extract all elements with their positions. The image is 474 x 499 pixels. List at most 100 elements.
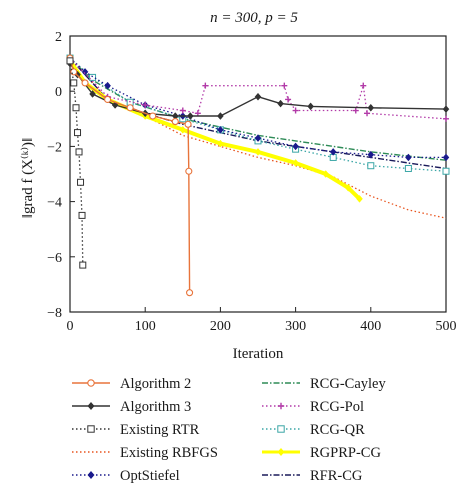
data-point-rcg-qr	[89, 73, 97, 81]
series-rcg-pol	[67, 55, 449, 122]
legend-swatch-marker	[277, 447, 285, 457]
data-point-rcg-pol	[292, 107, 299, 114]
legend-label: Existing RBFGS	[120, 445, 218, 461]
data-point-algorithm-2	[81, 79, 89, 87]
x-tick-label: 100	[135, 319, 156, 334]
plot-border	[69, 35, 447, 313]
data-point-algorithm-2	[184, 120, 192, 128]
data-point-existing-rtr	[72, 104, 80, 112]
series-existing-rtr	[66, 57, 87, 269]
data-point-rgprp-cg	[217, 139, 224, 148]
legend-label: Algorithm 2	[120, 376, 191, 392]
legend-label: OptStiefel	[120, 468, 180, 484]
legend-swatch-marker	[87, 401, 95, 411]
series-rgprp-cg	[66, 56, 363, 203]
x-tick-label: 400	[360, 319, 381, 334]
series-line-rcg-cayley	[69, 57, 447, 161]
legend-item-rcg-qr: RCG-QR	[262, 422, 365, 438]
legend-swatch-marker	[87, 379, 95, 387]
legend-item-existing-rtr: Existing RTR	[72, 422, 200, 438]
x-tick-label: 500	[436, 319, 457, 334]
data-point-algorithm-2	[126, 104, 134, 112]
plot-area	[69, 35, 447, 313]
data-point-optstiefel	[367, 150, 375, 159]
legend-label: RCG-Cayley	[310, 376, 386, 392]
series-rcg-cayley	[69, 57, 447, 161]
data-point-rcg-pol	[194, 110, 201, 117]
data-point-algorithm-3	[89, 90, 96, 98]
data-point-rgprp-cg	[356, 194, 363, 203]
x-axis-label: Iteration	[233, 346, 284, 362]
legend-item-rcg-cayley: RCG-Cayley	[262, 376, 386, 392]
data-point-rcg-qr	[442, 167, 450, 175]
data-point-rcg-pol	[285, 96, 292, 103]
legend-swatch-marker	[87, 470, 95, 480]
data-point-rcg-pol	[364, 110, 371, 117]
data-point-existing-rtr	[79, 261, 87, 269]
legend-item-rfr-cg: RFR-CG	[262, 468, 363, 484]
series-line-algorithm-2	[69, 57, 191, 293]
legend-item-rcg-pol: RCG-Pol	[262, 399, 364, 415]
legend-item-algorithm-3: Algorithm 3	[72, 399, 191, 415]
y-tick-label: −2	[47, 140, 62, 155]
legend-label: Algorithm 3	[120, 399, 191, 415]
tick-layer: 0 100 200 300 400 500 2 0 −2 −4 −6 −8	[47, 30, 456, 334]
data-point-optstiefel	[442, 153, 450, 162]
data-point-rcg-pol	[142, 102, 149, 108]
data-point-existing-rtr	[74, 129, 82, 137]
y-axis-label: ‖grad f (X⁽ᵏ⁾)‖	[19, 138, 36, 219]
y-tick-label: −4	[47, 196, 62, 211]
x-tick-label: 200	[210, 319, 231, 334]
data-point-optstiefel	[104, 81, 111, 90]
data-point-algorithm-3	[186, 112, 194, 120]
series-line-algorithm-3	[69, 63, 447, 117]
x-tick-label: 0	[67, 319, 74, 334]
legend-label: RCG-QR	[310, 422, 365, 438]
data-point-rgprp-cg	[344, 183, 352, 192]
data-point-rcg-pol	[281, 82, 288, 89]
data-point-rgprp-cg	[292, 159, 299, 167]
data-point-algorithm-3	[307, 102, 314, 111]
data-point-algorithm-2	[186, 289, 194, 297]
legend-label: RCG-Pol	[310, 399, 364, 415]
y-tick-label: 2	[55, 30, 62, 45]
legend-swatch-marker	[87, 425, 95, 433]
series-optstiefel	[66, 54, 450, 162]
data-point-rcg-pol	[360, 82, 367, 89]
legend-label: RFR-CG	[310, 468, 363, 484]
series-rcg-qr	[66, 54, 450, 175]
series-algorithm-2	[66, 54, 194, 297]
data-point-rcg-qr	[404, 164, 412, 172]
data-point-algorithm-3	[367, 103, 375, 112]
legend-swatch-marker	[277, 425, 285, 433]
data-point-algorithm-2	[104, 95, 112, 104]
data-point-rgprp-cg	[322, 170, 330, 178]
data-point-rgprp-cg	[179, 125, 187, 134]
data-point-algorithm-3	[254, 92, 262, 101]
series-layer	[66, 54, 450, 297]
y-tick-label: −8	[47, 306, 62, 321]
data-point-rcg-pol	[179, 107, 186, 114]
data-point-existing-rtr	[78, 211, 86, 219]
legend-swatch-marker	[277, 402, 285, 410]
legend-label: RGPRP-CG	[310, 445, 381, 461]
y-tick-label: 0	[55, 85, 62, 100]
legend-item-optstiefel: OptStiefel	[72, 468, 180, 484]
y-tick-label: −6	[47, 251, 62, 266]
data-point-algorithm-2	[185, 167, 193, 175]
data-point-optstiefel	[254, 134, 262, 143]
data-point-existing-rtr	[70, 79, 78, 87]
data-point-rcg-pol	[202, 82, 209, 89]
data-point-optstiefel	[329, 148, 337, 156]
data-point-optstiefel	[292, 142, 299, 151]
data-point-optstiefel	[217, 125, 224, 134]
legend: Algorithm 2 Algorithm 3 Existing RTR Existi…	[72, 376, 386, 484]
data-point-rcg-qr	[367, 162, 375, 170]
data-point-algorithm-3	[277, 99, 284, 108]
data-point-algorithm-3	[442, 105, 450, 114]
data-point-existing-rtr	[77, 178, 85, 186]
data-point-algorithm-2	[149, 112, 157, 120]
chart-title: n = 300, p = 5	[210, 10, 298, 26]
legend-item-algorithm-2: Algorithm 2	[72, 376, 191, 392]
